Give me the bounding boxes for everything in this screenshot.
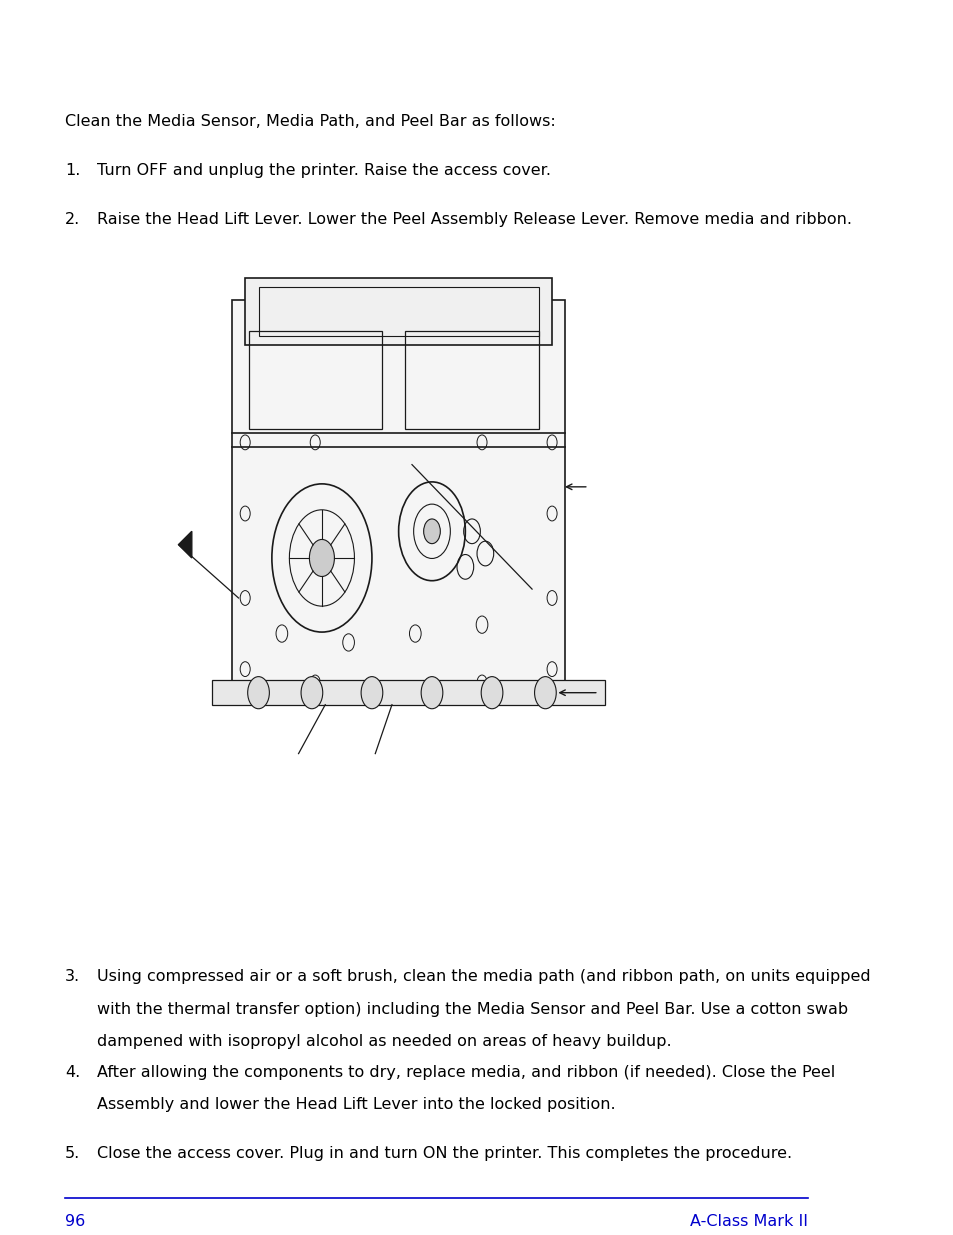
Text: 3.: 3.	[65, 969, 80, 984]
Text: 1.: 1.	[65, 163, 80, 178]
Text: A-Class Mark II: A-Class Mark II	[689, 1214, 807, 1229]
Bar	[212, 680, 605, 705]
Bar	[232, 300, 565, 692]
Text: After allowing the components to dry, replace media, and ribbon (if needed). Clo: After allowing the components to dry, re…	[96, 1065, 834, 1079]
Text: dampened with isopropyl alcohol as needed on areas of heavy buildup.: dampened with isopropyl alcohol as neede…	[96, 1034, 671, 1049]
Text: Raise the Head Lift Lever. Lower the Peel Assembly Release Lever. Remove media a: Raise the Head Lift Lever. Lower the Pee…	[96, 212, 851, 227]
Text: 4.: 4.	[65, 1065, 80, 1079]
Circle shape	[423, 519, 440, 543]
Text: Assembly and lower the Head Lift Lever into the locked position.: Assembly and lower the Head Lift Lever i…	[96, 1097, 615, 1112]
Text: Turn OFF and unplug the printer. Raise the access cover.: Turn OFF and unplug the printer. Raise t…	[96, 163, 550, 178]
Circle shape	[248, 677, 269, 709]
Polygon shape	[245, 278, 552, 345]
Circle shape	[420, 677, 442, 709]
Circle shape	[480, 677, 502, 709]
Text: Using compressed air or a soft brush, clean the media path (and ribbon path, on : Using compressed air or a soft brush, cl…	[96, 969, 869, 984]
Text: 96: 96	[65, 1214, 85, 1229]
Circle shape	[309, 540, 335, 577]
Circle shape	[361, 677, 382, 709]
Circle shape	[301, 677, 322, 709]
Bar	[249, 331, 381, 429]
Bar	[405, 331, 538, 429]
Bar	[258, 287, 538, 336]
Text: 2.: 2.	[65, 212, 80, 227]
Polygon shape	[178, 531, 192, 558]
Text: with the thermal transfer option) including the Media Sensor and Peel Bar. Use a: with the thermal transfer option) includ…	[96, 1002, 847, 1016]
Text: Clean the Media Sensor, Media Path, and Peel Bar as follows:: Clean the Media Sensor, Media Path, and …	[65, 114, 556, 128]
Text: 5.: 5.	[65, 1146, 80, 1161]
Circle shape	[534, 677, 556, 709]
Text: Close the access cover. Plug in and turn ON the printer. This completes the proc: Close the access cover. Plug in and turn…	[96, 1146, 791, 1161]
